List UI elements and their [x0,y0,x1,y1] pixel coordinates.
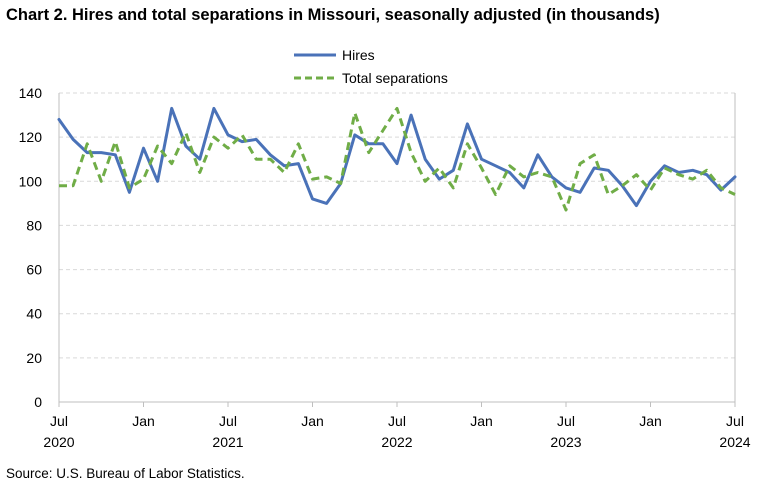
y-tick-label-60: 60 [26,262,42,278]
x-tick-label-month: Jan [470,413,493,429]
legend-label-total-separations: Total separations [342,70,448,86]
x-tick-label-month: Jan [639,413,662,429]
axes: 0 20 40 60 80 100 120 140 Jul 2020 Jan Jul 2021 Jan Ju… [19,85,751,450]
x-tick-label-year: 2021 [212,434,243,450]
y-tick-label-120: 120 [19,129,43,145]
x-tick-label-month: Jul [50,413,68,429]
series-lines [57,106,737,212]
x-tick-label-year: 2024 [719,434,750,450]
x-tick-label-year: 2022 [381,434,412,450]
x-tick-label-month: Jul [388,413,406,429]
series-line-hires [57,106,737,208]
x-tick-label-month: Jan [132,413,155,429]
x-tick-label-month: Jan [301,413,324,429]
chart-title: Chart 2. Hires and total separations in … [6,6,660,24]
x-tick-label-year: 2020 [43,434,74,450]
x-tick-label-year: 2023 [550,434,581,450]
y-tick-label-100: 100 [19,173,43,189]
series-line-total-separations [59,106,736,212]
gridlines [59,92,735,359]
x-tick-label-month: Jul [219,413,237,429]
legend-label-hires: Hires [342,47,375,63]
source-note: Source: U.S. Bureau of Labor Statistics. [6,466,245,481]
y-tick-label-20: 20 [26,350,42,366]
y-tick-label-80: 80 [26,217,42,233]
y-tick-label-0: 0 [34,394,42,410]
x-tick-label-month: Jul [726,413,744,429]
legend: Hires Total separations [294,47,448,86]
y-tick-label-140: 140 [19,85,43,101]
y-tick-label-40: 40 [26,306,42,322]
x-tick-label-month: Jul [557,413,575,429]
